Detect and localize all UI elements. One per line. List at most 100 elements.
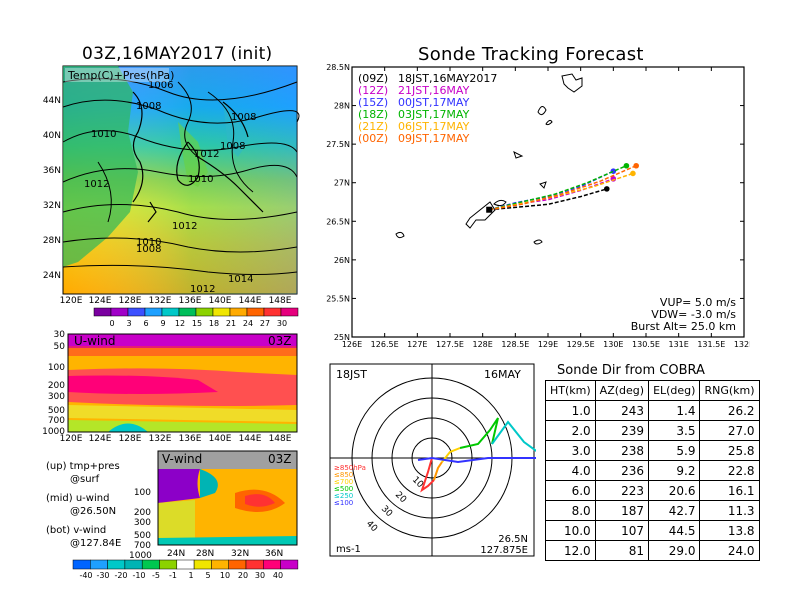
y-tick-label: 28N [334, 102, 350, 111]
isobar-label: 1010 [188, 174, 213, 185]
table-cell: 236 [594, 460, 650, 481]
p-tick: 30 [54, 330, 66, 340]
polar-time: 18JST [336, 368, 367, 381]
table-cell: 1.0 [545, 400, 596, 421]
polar-lon: 127.875E [480, 545, 528, 556]
table-row: 1.0 243 1.4 26.2 [545, 400, 760, 421]
legend-entry-15z-code: (15Z) [358, 96, 388, 109]
colorbar-swatch [141, 559, 160, 570]
colorbar-swatch [72, 559, 91, 570]
colorbar-swatch [211, 559, 229, 570]
map-title: 03Z,16MAY2017 (init) [82, 44, 273, 64]
isobar-label: 1010 [136, 237, 161, 248]
level-label: ≥850hPa [334, 464, 366, 472]
y-tick-label: 26.5N [326, 217, 350, 226]
legend-entry-21z-code: (21Z) [358, 120, 388, 133]
p-tick: 300 [48, 392, 65, 402]
table-cell: 9.2 [648, 460, 701, 481]
level-label: ≤500 [334, 485, 353, 493]
y-tick-label: 27.5N [326, 140, 350, 149]
x-tick-label: 127E [407, 340, 427, 349]
x-tick-label: 128.5E [501, 340, 529, 349]
colorbar-label: 40 [273, 571, 283, 580]
colorbar-label: 1 [188, 571, 193, 580]
colorbar-swatch [280, 559, 299, 570]
colorbar-swatch [229, 307, 248, 317]
table-cell: 16.1 [699, 480, 760, 501]
wind-colorbar-labels: -40 -30 -20 -10 -5 -1 1 5 10 20 30 40 [79, 571, 283, 580]
isobar-label: 1012 [190, 284, 215, 295]
vdw-value: VDW= -3.0 m/s [651, 308, 736, 321]
legend-line: (up) tmp+pres [46, 461, 120, 472]
legend-entry-00z-code: (00Z) [358, 132, 388, 145]
legend-line: @26.50N [70, 506, 117, 517]
colorbar-swatch [93, 307, 112, 317]
table-cell: 243 [594, 400, 650, 421]
table-cell: 6.0 [545, 480, 596, 501]
map-label: Temp(C)+Pres(hPa) [67, 69, 174, 82]
table-cell: 3.0 [545, 440, 596, 461]
track-line [489, 165, 637, 211]
colorbar-label: 20 [238, 571, 248, 580]
colorbar-label: 27 [260, 319, 270, 328]
p-tick: 300 [133, 518, 151, 528]
colorbar-swatch [159, 559, 178, 570]
x-tick-label: 128E [473, 340, 493, 349]
legend-entry-09z-time: 18JST,16MAY2017 [398, 72, 497, 85]
colorbar-label: -20 [114, 571, 127, 580]
colorbar-swatch [280, 307, 299, 317]
isobar-label: 1008 [136, 101, 161, 112]
colorbar-label: 15 [192, 319, 202, 328]
colorbar-label: 18 [209, 319, 219, 328]
table-cell: 187 [594, 500, 650, 521]
lon-tick: 132E [149, 296, 172, 306]
x-tick-label: 129.5E [567, 340, 595, 349]
lon-tick: 128E [119, 296, 142, 306]
legend-line: (mid) u-wind [46, 493, 110, 504]
y-tick-label: 26N [334, 256, 350, 265]
forecast-params: VUP= 5.0 m/s VDW= -3.0 m/s Burst Alt= 25… [631, 296, 737, 333]
lon-tick: 144E [239, 296, 262, 306]
tracking-legend: (09Z) 18JST,16MAY2017 (12Z) 21JST,16MAY … [358, 72, 497, 145]
col-header: HT(km) [545, 380, 596, 401]
colorbar-swatch [263, 559, 281, 570]
table-cell: 223 [594, 480, 650, 501]
y-tick-label: 25N [334, 333, 350, 342]
v-wind-lat-ticks: 24N 28N 32N 36N [167, 549, 283, 558]
v-wind-time: 03Z [268, 452, 292, 466]
v-wind-label: V-wind [162, 452, 202, 466]
lon-tick: 144E [239, 434, 262, 442]
colorbar-label: 3 [126, 319, 131, 328]
legend-entry-15z-time: 00JST,17MAY [398, 96, 470, 109]
table-cell: 20.6 [648, 480, 701, 501]
track-endpoint [630, 170, 636, 177]
isobar-label: 1010 [91, 129, 116, 140]
table-cell: 24.0 [699, 540, 760, 561]
polar-lat: 26.5N [498, 534, 528, 545]
isobar-label: 1012 [172, 221, 197, 232]
x-tick-label: 129E [538, 340, 558, 349]
colorbar-swatch [228, 559, 247, 570]
isobar-label: 1008 [220, 141, 245, 152]
sonde-direction-table: HT(km) AZ(deg) EL(deg) RNG(km) 1.0 243 1.4… [545, 380, 760, 561]
x-tick-label: 131.5E [697, 340, 725, 349]
col-header: RNG(km) [699, 380, 760, 401]
table-cell: 26.2 [699, 400, 760, 421]
p-tick: 500 [48, 406, 65, 416]
x-tick-label: 127.5E [436, 340, 464, 349]
tracking-map: 126E 126.5E 127E 127.5E 128E 128.5E 129E 129.5E… [326, 63, 750, 349]
level-label: ≤850 [334, 471, 353, 479]
table-cell: 239 [594, 420, 650, 441]
u-wind-lon-ticks: 120E 124E 128E 132E 136E 140E 144E 148E [60, 434, 292, 442]
table-header-row: HT(km) AZ(deg) EL(deg) RNG(km) [545, 380, 760, 401]
isobar-label: 1014 [228, 274, 253, 285]
colorbar-swatch [110, 307, 129, 317]
table-row: 4.0 236 9.2 22.8 [545, 460, 760, 481]
table-cell: 25.8 [699, 440, 760, 461]
x-tick-label: 126.5E [371, 340, 399, 349]
colorbar-swatch [176, 559, 195, 570]
colorbar-swatch [193, 559, 212, 570]
track-endpoint [623, 162, 630, 169]
colorbar-label: -30 [96, 571, 109, 580]
p-tick: 700 [133, 541, 151, 551]
